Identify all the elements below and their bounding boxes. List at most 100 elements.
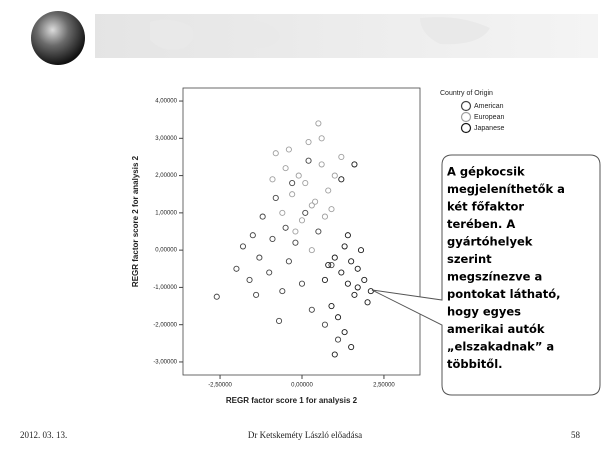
callout-line: amerikai autók <box>447 322 545 336</box>
point <box>338 153 345 161</box>
point <box>279 209 286 216</box>
point <box>341 329 348 336</box>
point <box>344 280 351 287</box>
point <box>282 165 289 172</box>
point <box>269 176 276 183</box>
callout-line: megjeleníthetők a <box>447 182 565 196</box>
y-tick-label: -1,00000 <box>153 285 177 291</box>
point <box>364 299 371 306</box>
callout-line: A gépkocsik <box>447 165 525 179</box>
y-tick-label: 0,00000 <box>155 248 177 254</box>
callout-line: szerint <box>447 252 492 266</box>
point <box>334 314 342 321</box>
point <box>289 179 296 187</box>
point <box>357 247 365 254</box>
point <box>282 224 289 231</box>
x-axis-title: REGR factor score 1 for analysis 2 <box>226 396 358 405</box>
point <box>272 194 279 202</box>
callout-line: pontokat látható, <box>447 287 561 301</box>
point <box>312 198 319 205</box>
point <box>315 120 322 127</box>
callout-line: „elszakadnak” a <box>447 340 554 354</box>
legend-label: European <box>474 114 504 121</box>
point <box>266 269 273 276</box>
callout-line: hogy egyes <box>447 305 521 319</box>
point <box>298 280 306 287</box>
point <box>213 293 220 300</box>
point <box>321 321 328 328</box>
point <box>354 284 361 291</box>
plot: -3,00000 -2,00000 -1,00000 0,00000 1,00000 2,… <box>131 87 504 405</box>
point <box>308 202 315 209</box>
point <box>351 291 358 298</box>
point <box>315 228 322 235</box>
point <box>305 138 312 146</box>
legend-label: Japanese <box>474 125 504 132</box>
point <box>272 150 279 157</box>
callout-box <box>371 154 601 396</box>
y-tick-label: 3,00000 <box>155 136 177 142</box>
map-decoration <box>150 17 490 50</box>
point <box>246 276 253 284</box>
point <box>305 157 312 164</box>
point <box>334 336 342 343</box>
point <box>321 276 328 284</box>
point <box>289 191 296 198</box>
x-tick-label: 2,50000 <box>373 383 395 389</box>
point <box>325 261 332 269</box>
point <box>321 213 328 220</box>
footer-author: Dr Ketskeméty László előadása <box>248 430 362 440</box>
y-tick-label: 2,00000 <box>155 173 177 179</box>
point <box>325 187 332 194</box>
point <box>318 161 325 168</box>
point <box>256 254 263 261</box>
point <box>328 206 335 213</box>
legend-marker <box>460 111 472 123</box>
point <box>292 228 299 235</box>
y-tick-label: 1,00000 <box>155 210 177 216</box>
point <box>308 306 315 313</box>
point <box>298 217 306 224</box>
point <box>338 269 345 276</box>
point <box>253 291 260 298</box>
footer-date: 2012. 03. 13. <box>20 430 67 440</box>
header-band <box>18 14 598 58</box>
point <box>341 243 348 250</box>
point <box>269 235 276 243</box>
point <box>331 254 338 261</box>
legend-title: Country of Origin <box>440 90 493 97</box>
point <box>279 288 286 295</box>
x-tick-label: -2,50000 <box>208 383 232 389</box>
point <box>351 161 358 168</box>
point <box>249 232 256 239</box>
point <box>328 302 335 310</box>
footer-page: 58 <box>571 430 581 440</box>
point <box>338 176 345 183</box>
point <box>344 232 351 239</box>
point <box>233 265 240 272</box>
point <box>328 261 335 269</box>
point <box>302 209 309 216</box>
point <box>348 258 355 265</box>
callout-line: megszínezve a <box>447 270 542 284</box>
point <box>354 265 361 272</box>
legend-marker <box>460 100 472 112</box>
callout-text: A gépkocsik megjeleníthetők a két főfaktor… <box>447 165 565 372</box>
x-tick-label: 0,00000 <box>291 383 313 389</box>
y-axis-title: REGR factor score 2 for analysis 2 <box>131 155 140 287</box>
point <box>348 343 355 351</box>
point <box>239 243 247 250</box>
point <box>331 351 338 358</box>
callout-line: terében. A <box>447 217 515 231</box>
point <box>292 239 299 246</box>
point <box>308 247 315 254</box>
point <box>318 135 325 142</box>
callout-line: két főfaktor <box>447 200 524 214</box>
y-tick-label: -2,00000 <box>153 322 177 328</box>
y-tick-label: -3,00000 <box>153 360 177 366</box>
point <box>285 258 292 265</box>
y-tick-label: 4,00000 <box>155 99 177 105</box>
legend-marker <box>460 122 472 134</box>
legend-label: American <box>474 103 504 110</box>
